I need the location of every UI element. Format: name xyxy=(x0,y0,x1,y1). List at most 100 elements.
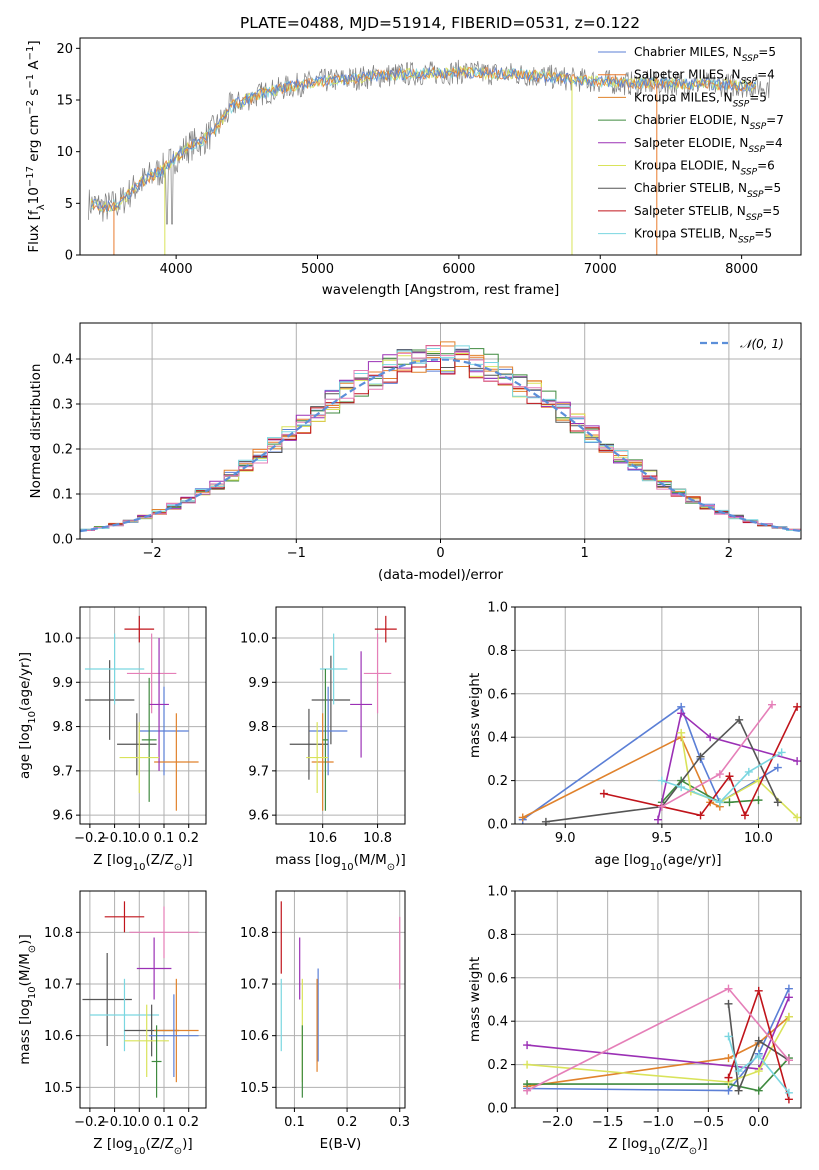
weight-line xyxy=(727,1003,790,1091)
weight-marker xyxy=(777,748,786,757)
weight-marker xyxy=(677,783,686,792)
weight-line xyxy=(527,988,790,1092)
weight-marker xyxy=(784,993,793,1002)
histogram-step xyxy=(80,345,801,531)
x-tick-label: −0.1 xyxy=(99,1115,131,1130)
figure-title: PLATE=0488, MJD=51914, FIBERID=0531, z=0… xyxy=(240,14,640,32)
y-axis-label: mass weight xyxy=(467,673,483,758)
x-tick-label: −1 xyxy=(287,546,306,561)
x-tick-label: −0.1 xyxy=(99,831,131,846)
weight-marker xyxy=(784,1088,793,1097)
y-tick-label: 0.2 xyxy=(487,1058,508,1073)
y-tick-label: 0.6 xyxy=(487,971,508,986)
x-tick-label: 0.0 xyxy=(748,1115,769,1130)
axes-frame xyxy=(275,890,406,1109)
weight-marker xyxy=(754,1086,763,1095)
y-tick-label: 0.8 xyxy=(487,644,508,659)
weight-marker xyxy=(754,1051,763,1060)
weight-vs-metallicity-plot: −2.0 −1.5 −1.0 −0.5 0.0 0.0 0.2 0.4 0.6 0.8 1.0 Z [… xyxy=(467,885,802,1157)
weight-marker xyxy=(657,802,666,811)
legend-entry: Chabrier MILES, NSSP=5 xyxy=(634,45,776,64)
x-tick-label: 0.2 xyxy=(337,1115,358,1130)
weight-marker xyxy=(677,728,686,737)
legend-entry: Kroupa STELIB, NSSP=5 xyxy=(634,227,772,246)
y-tick-label: 9.9 xyxy=(248,676,269,691)
weight-marker xyxy=(784,1012,793,1021)
weight-marker xyxy=(773,763,782,772)
y-tick-label: 0.8 xyxy=(487,928,508,943)
y-tick-label: 10.0 xyxy=(240,632,269,647)
x-tick-label: 7000 xyxy=(584,262,617,277)
x-axis-label: (data-model)/error xyxy=(378,567,504,583)
y-tick-label: 10.0 xyxy=(44,632,73,647)
x-tick-label: 10.0 xyxy=(744,831,773,846)
y-tick-label: 1.0 xyxy=(487,601,508,616)
x-tick-label: 0.0 xyxy=(129,831,150,846)
x-tick-label: 1 xyxy=(581,546,589,561)
residuals-histogram: −2 −1 0 1 2 0.0 0.1 0.2 0.3 0.4 (data-model)/error… xyxy=(28,322,802,583)
x-tick-label: −0.2 xyxy=(74,831,106,846)
y-tick-label: 10.8 xyxy=(44,926,73,941)
weight-marker xyxy=(734,1086,743,1095)
y-tick-label: 0.4 xyxy=(487,731,508,746)
weight-marker xyxy=(740,811,749,820)
x-tick-label: 0.3 xyxy=(389,1115,410,1130)
y-tick-label: 5 xyxy=(65,197,73,212)
y-tick-label: 10.7 xyxy=(44,978,73,993)
weight-marker xyxy=(724,984,733,993)
weight-marker xyxy=(724,999,733,1008)
weight-marker xyxy=(784,984,793,993)
x-tick-label: −2.0 xyxy=(542,1115,574,1130)
y-axis-label: mass [log10(M/M⊙)] xyxy=(17,934,38,1064)
y-tick-label: 0.2 xyxy=(487,774,508,789)
weight-marker xyxy=(724,1032,733,1041)
x-tick-label: 0.1 xyxy=(154,831,175,846)
y-tick-label: 9.7 xyxy=(52,764,73,779)
weight-marker xyxy=(768,700,777,709)
y-tick-label: 10 xyxy=(56,145,73,160)
weight-marker xyxy=(706,733,715,742)
weight-marker xyxy=(793,757,802,766)
y-tick-label: 9.6 xyxy=(52,809,73,824)
y-tick-label: 10.8 xyxy=(240,926,269,941)
x-tick-label: 8000 xyxy=(725,262,758,277)
spectrum-chart: 4000 5000 6000 7000 8000 0 5 10 15 20 wavelength [… xyxy=(25,37,802,298)
grid-lines xyxy=(276,891,405,1108)
weight-marker xyxy=(744,767,753,776)
weight-marker xyxy=(523,1041,532,1050)
spectrum-model-line xyxy=(91,66,757,214)
weight-marker xyxy=(677,709,686,718)
y-tick-label: 0.1 xyxy=(52,488,73,503)
legend-entry: Salpeter ELODIE, NSSP=4 xyxy=(634,136,783,155)
y-axis-label: mass weight xyxy=(467,957,483,1042)
x-axis-label: wavelength [Angstrom, rest frame] xyxy=(322,282,560,298)
weight-marker xyxy=(734,1067,743,1076)
y-tick-label: 0.0 xyxy=(52,533,73,548)
weight-marker xyxy=(754,1067,763,1076)
legend-entry: Kroupa ELODIE, NSSP=6 xyxy=(634,159,775,178)
weight-marker xyxy=(518,813,527,822)
y-tick-label: 0.4 xyxy=(487,1015,508,1030)
weight-marker xyxy=(696,811,705,820)
y-tick-label: 0.4 xyxy=(52,353,73,368)
weight-line xyxy=(522,736,721,819)
x-axis-label: Z [log10(Z/Z⊙)] xyxy=(608,1136,707,1157)
weight-marker xyxy=(657,776,666,785)
y-tick-label: 10.6 xyxy=(44,1029,73,1044)
y-tick-label: 10.5 xyxy=(240,1081,269,1096)
weight-marker xyxy=(725,772,734,781)
axes-frame xyxy=(275,606,406,825)
weight-marker xyxy=(784,1056,793,1065)
weight-line xyxy=(657,711,798,820)
grid-lines xyxy=(80,607,206,824)
x-tick-label: 0.1 xyxy=(284,1115,305,1130)
y-axis-label: Flux [fλ10−17 erg cm−2 s−1 A−1] xyxy=(25,40,47,252)
y-tick-label: 10.5 xyxy=(44,1081,73,1096)
weight-marker xyxy=(541,817,550,826)
weight-marker xyxy=(724,1073,733,1082)
legend-entry: Chabrier STELIB, NSSP=5 xyxy=(634,181,781,200)
weight-marker xyxy=(715,770,724,779)
x-tick-label: 5000 xyxy=(301,262,334,277)
y-tick-label: 0.2 xyxy=(52,443,73,458)
